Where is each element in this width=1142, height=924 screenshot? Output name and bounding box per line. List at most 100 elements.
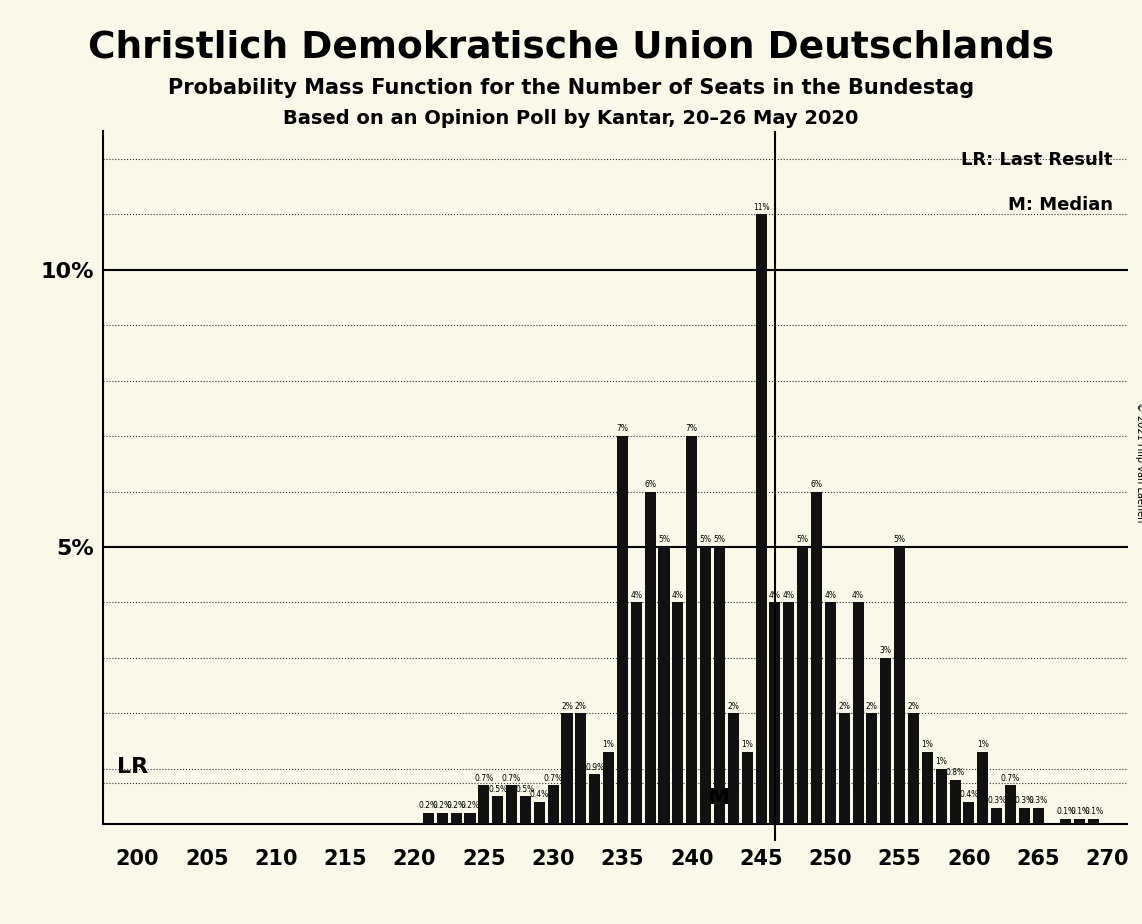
Text: 0.2%: 0.2% [447, 801, 466, 810]
Bar [1032, 808, 1044, 824]
Bar [935, 769, 947, 824]
Bar [644, 492, 656, 824]
Text: 0.1%: 0.1% [1084, 807, 1103, 816]
Text: 0.4%: 0.4% [959, 790, 979, 799]
Text: 0.2%: 0.2% [460, 801, 480, 810]
Bar [867, 713, 877, 824]
Text: 5%: 5% [700, 535, 711, 544]
Bar [853, 602, 863, 824]
Bar [1088, 819, 1100, 824]
Text: 5%: 5% [658, 535, 670, 544]
Text: 3%: 3% [879, 646, 892, 655]
Bar [1061, 819, 1071, 824]
Text: 0.3%: 0.3% [1029, 796, 1048, 805]
Bar [617, 436, 628, 824]
Bar [991, 808, 1003, 824]
Text: 0.3%: 0.3% [987, 796, 1006, 805]
Text: 1%: 1% [922, 740, 933, 749]
Text: 0.8%: 0.8% [946, 768, 965, 777]
Bar [506, 785, 517, 824]
Bar [1005, 785, 1016, 824]
Text: LR: Last Result: LR: Last Result [962, 152, 1113, 169]
Bar [603, 752, 614, 824]
Text: 0.5%: 0.5% [488, 784, 507, 794]
Bar [562, 713, 572, 824]
Text: 0.7%: 0.7% [474, 773, 493, 783]
Bar [451, 813, 461, 824]
Bar [548, 785, 558, 824]
Text: 4%: 4% [769, 590, 781, 600]
Bar [797, 547, 809, 824]
Text: 0.9%: 0.9% [585, 762, 604, 772]
Bar [727, 713, 739, 824]
Bar [838, 713, 850, 824]
Bar [589, 774, 601, 824]
Bar [673, 602, 683, 824]
Text: 2%: 2% [574, 701, 587, 711]
Bar [825, 602, 836, 824]
Bar [700, 547, 711, 824]
Bar [964, 802, 974, 824]
Text: 1%: 1% [976, 740, 989, 749]
Bar [741, 752, 753, 824]
Bar [478, 785, 490, 824]
Text: 11%: 11% [753, 202, 770, 212]
Bar [630, 602, 642, 824]
Text: 0.1%: 0.1% [1070, 807, 1089, 816]
Text: Based on an Opinion Poll by Kantar, 20–26 May 2020: Based on an Opinion Poll by Kantar, 20–2… [283, 109, 859, 128]
Text: Christlich Demokratische Union Deutschlands: Christlich Demokratische Union Deutschla… [88, 30, 1054, 66]
Bar [949, 780, 960, 824]
Text: 0.7%: 0.7% [1000, 773, 1020, 783]
Bar [811, 492, 822, 824]
Bar [1075, 819, 1085, 824]
Text: 1%: 1% [935, 757, 947, 766]
Bar [894, 547, 906, 824]
Bar [714, 547, 725, 824]
Text: 0.7%: 0.7% [544, 773, 563, 783]
Bar [978, 752, 988, 824]
Bar [533, 802, 545, 824]
Bar [880, 658, 891, 824]
Text: 2%: 2% [727, 701, 739, 711]
Text: 2%: 2% [561, 701, 573, 711]
Text: 4%: 4% [852, 590, 864, 600]
Text: 7%: 7% [685, 424, 698, 433]
Text: 2%: 2% [866, 701, 878, 711]
Text: 4%: 4% [671, 590, 684, 600]
Bar [520, 796, 531, 824]
Text: © 2021 Filip van Laenen: © 2021 Filip van Laenen [1135, 402, 1142, 522]
Text: LR: LR [116, 757, 147, 777]
Bar [436, 813, 448, 824]
Bar [576, 713, 587, 824]
Text: Probability Mass Function for the Number of Seats in the Bundestag: Probability Mass Function for the Number… [168, 78, 974, 98]
Text: 5%: 5% [894, 535, 906, 544]
Text: 5%: 5% [714, 535, 725, 544]
Text: M: M [708, 787, 731, 808]
Text: 1%: 1% [603, 740, 614, 749]
Text: 0.2%: 0.2% [433, 801, 452, 810]
Text: 0.5%: 0.5% [516, 784, 536, 794]
Bar [756, 214, 766, 824]
Bar [1019, 808, 1030, 824]
Bar [908, 713, 919, 824]
Text: 0.7%: 0.7% [502, 773, 521, 783]
Text: M: Median: M: Median [1008, 197, 1113, 214]
Text: 0.2%: 0.2% [419, 801, 439, 810]
Text: 4%: 4% [782, 590, 795, 600]
Bar [659, 547, 669, 824]
Bar [423, 813, 434, 824]
Bar [686, 436, 698, 824]
Bar [770, 602, 780, 824]
Text: 5%: 5% [797, 535, 809, 544]
Text: 0.4%: 0.4% [530, 790, 549, 799]
Bar [783, 602, 795, 824]
Text: 2%: 2% [838, 701, 850, 711]
Text: 0.3%: 0.3% [1015, 796, 1034, 805]
Text: 1%: 1% [741, 740, 753, 749]
Text: 2%: 2% [908, 701, 919, 711]
Bar [922, 752, 933, 824]
Text: 7%: 7% [617, 424, 628, 433]
Text: 4%: 4% [630, 590, 642, 600]
Text: 6%: 6% [644, 480, 657, 489]
Bar [492, 796, 504, 824]
